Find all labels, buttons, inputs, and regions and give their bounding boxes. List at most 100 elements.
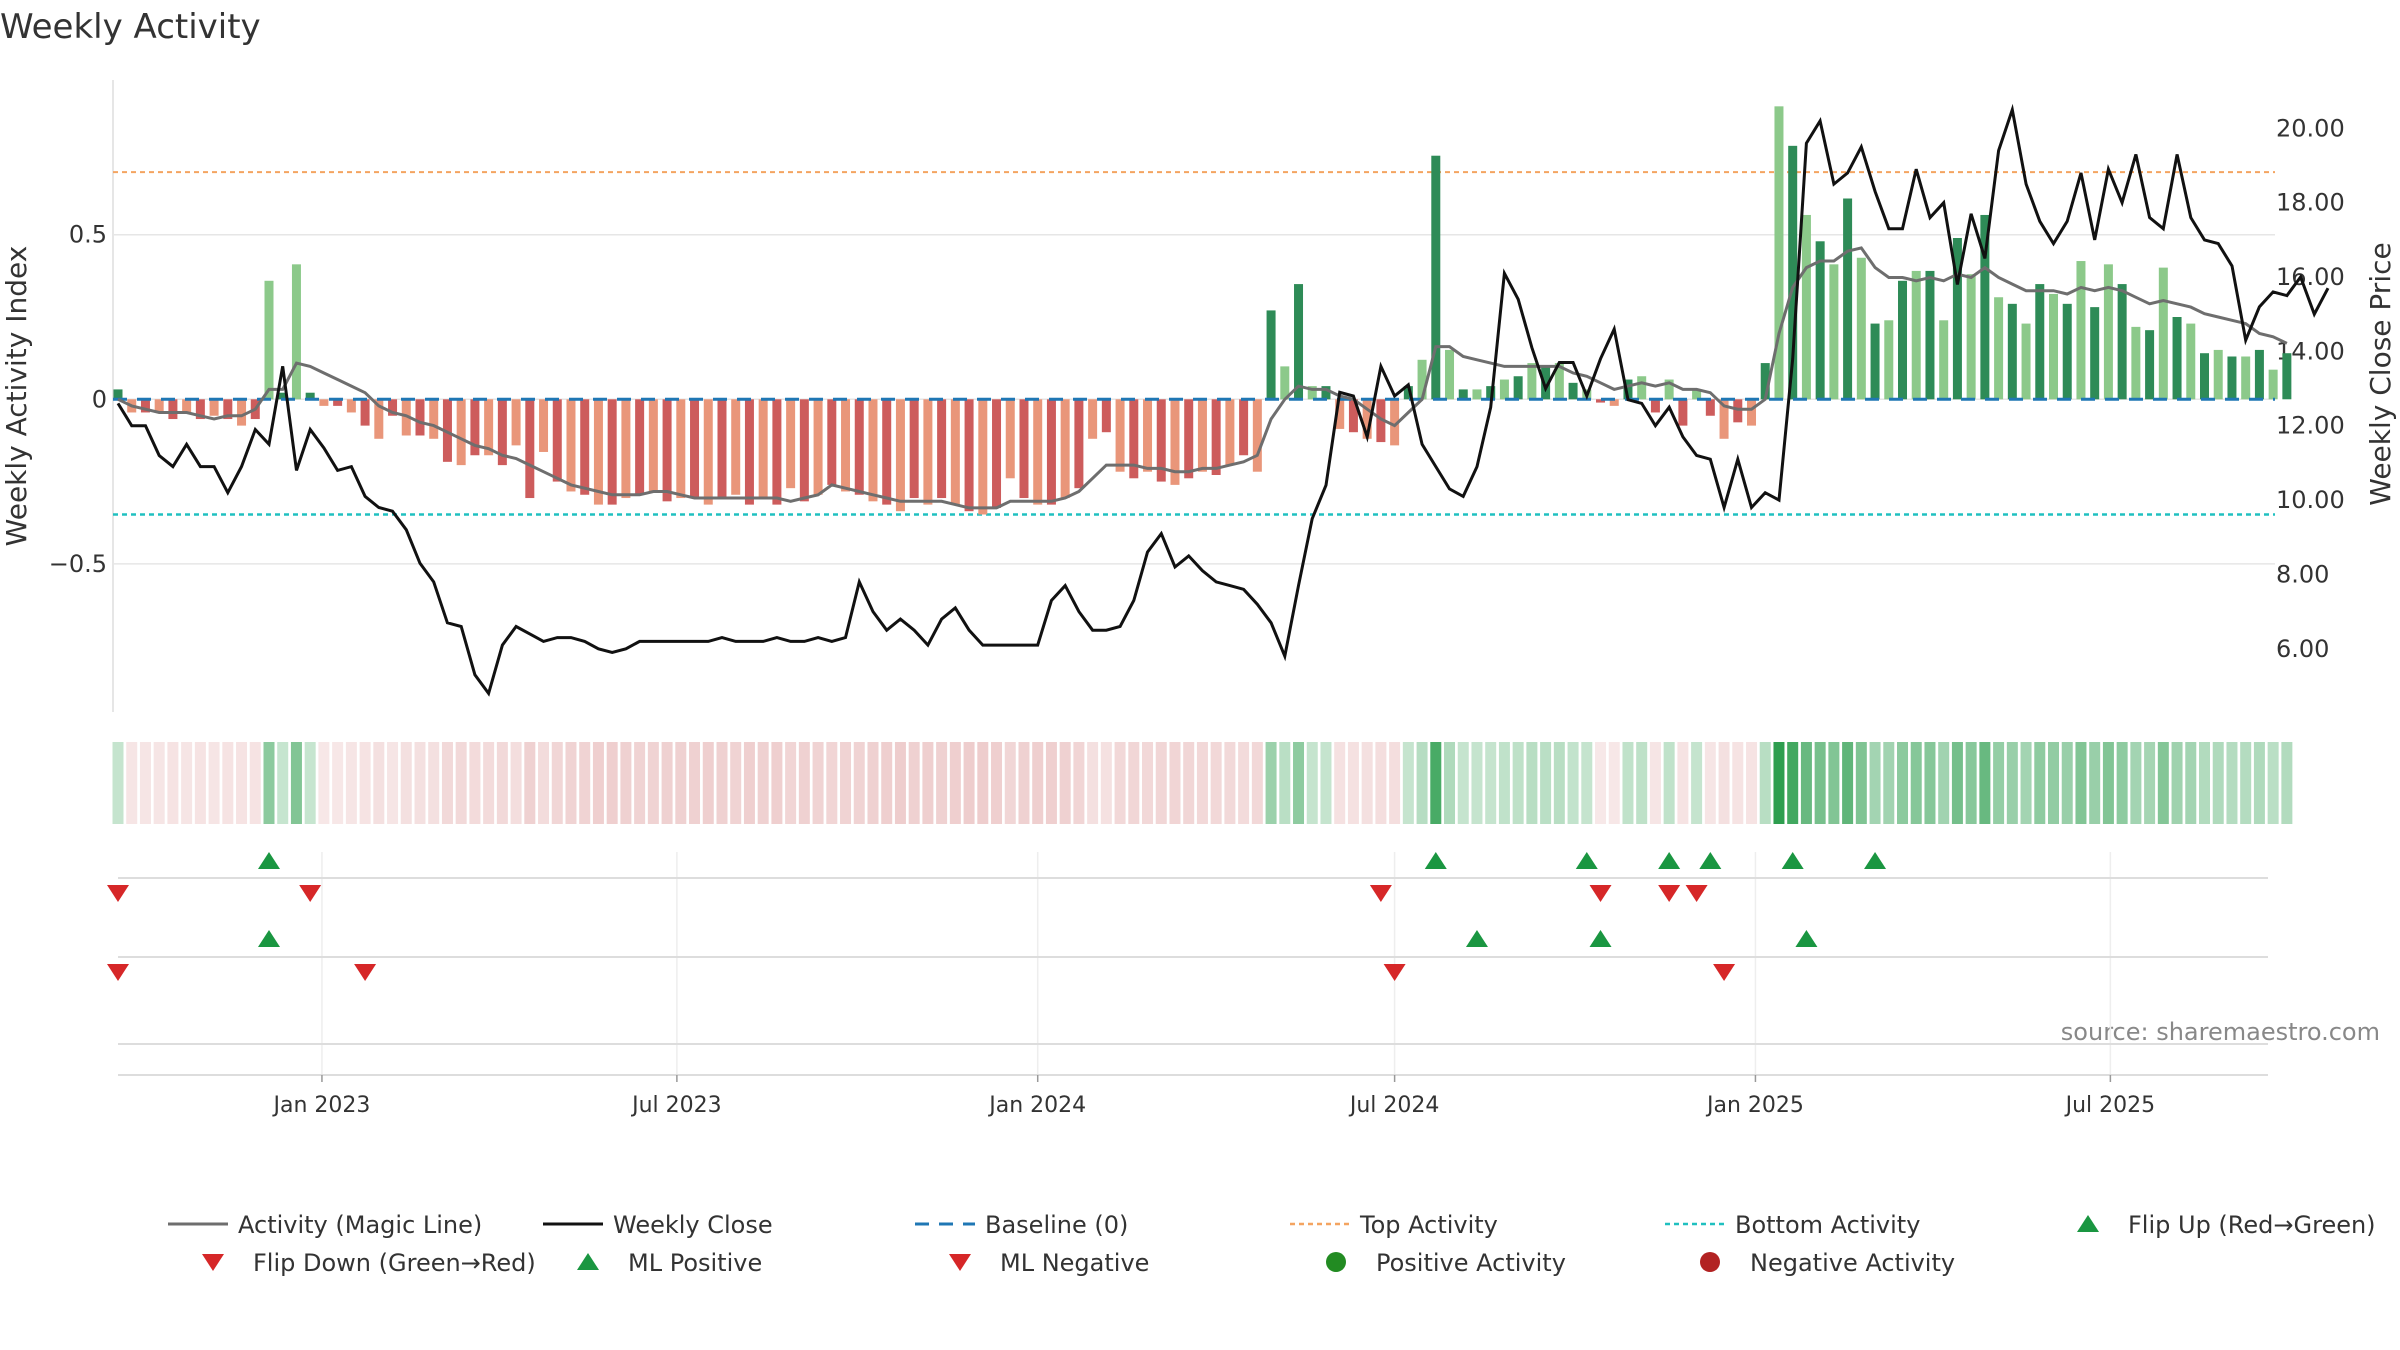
- activity-bar: [758, 399, 768, 499]
- legend-label: Flip Down (Green→Red): [253, 1249, 536, 1277]
- heat-strip-cell: [1567, 742, 1579, 824]
- left-axis-title: Weekly Activity Index: [0, 246, 33, 547]
- activity-bar: [2035, 284, 2045, 400]
- heat-strip-cell: [1416, 742, 1428, 824]
- heat-strip-cell: [1073, 742, 1085, 824]
- flip-up-marker: [1781, 852, 1804, 869]
- source-label: source: sharemaestro.com: [2061, 1018, 2380, 1046]
- heat-strip-cell: [1979, 742, 1991, 824]
- heat-strip-cell: [1787, 742, 1799, 824]
- heat-strip-cell: [743, 742, 755, 824]
- heat-strip-cell: [1814, 742, 1826, 824]
- activity-bar: [2049, 293, 2059, 400]
- activity-bar: [1499, 379, 1509, 400]
- activity-bar: [690, 399, 700, 499]
- activity-bar: [1994, 297, 2004, 400]
- heat-strip-cell: [2102, 742, 2114, 824]
- heat-strip-cell: [469, 742, 481, 824]
- activity-bar: [1939, 320, 1949, 400]
- heat-strip-cell: [1759, 742, 1771, 824]
- heat-strip-cell: [1498, 742, 1510, 824]
- heat-strip-cell: [881, 742, 893, 824]
- heat-strip-cell: [840, 742, 852, 824]
- heat-strip-cell: [2267, 742, 2279, 824]
- heat-strip-cell: [963, 742, 975, 824]
- activity-bar: [1788, 145, 1798, 400]
- heat-strip-cell: [441, 742, 453, 824]
- activity-bar: [2268, 369, 2278, 400]
- ml-negative-marker: [107, 964, 129, 981]
- legend-item: Baseline (0): [915, 1211, 1128, 1239]
- heat-strip-cell: [1224, 742, 1236, 824]
- heat-strip-cell: [1855, 742, 1867, 824]
- activity-bar: [799, 399, 809, 502]
- heat-strip-cell: [1677, 742, 1689, 824]
- activity-bar: [1060, 399, 1070, 499]
- heat-strip-cell: [2089, 742, 2101, 824]
- heat-strip-cell: [991, 742, 1003, 824]
- activity-bar: [2117, 284, 2127, 400]
- heat-strip-cell: [1087, 742, 1099, 824]
- heat-strip-cell: [1018, 742, 1030, 824]
- activity-bar: [1225, 399, 1235, 466]
- legend-item: Negative Activity: [1700, 1249, 1955, 1277]
- activity-bar: [1472, 389, 1482, 400]
- x-tick-label: Jan 2024: [987, 1093, 1086, 1118]
- heat-strip-cell: [1704, 742, 1716, 824]
- heat-strip-cell: [1375, 742, 1387, 824]
- heat-strip-cell: [1595, 742, 1607, 824]
- legend-label: Activity (Magic Line): [238, 1211, 482, 1239]
- ml-positive-marker: [1589, 930, 1612, 947]
- activity-bar: [539, 399, 549, 452]
- heat-strip-cell: [126, 742, 138, 824]
- activity-bar: [209, 399, 219, 416]
- heat-strip-cell: [908, 742, 920, 824]
- x-tick-label: Jul 2025: [2064, 1093, 2156, 1118]
- activity-bar: [1966, 274, 1976, 400]
- activity-bar: [2241, 356, 2251, 400]
- activity-bar: [552, 399, 562, 482]
- legend-item: ML Negative: [949, 1249, 1149, 1277]
- legend-label: Bottom Activity: [1735, 1211, 1920, 1239]
- activity-bar: [1348, 399, 1358, 433]
- flip-up-marker: [1699, 852, 1722, 869]
- activity-bar: [662, 399, 672, 502]
- heat-strip-cell: [2116, 742, 2128, 824]
- heat-strip-cell: [249, 742, 261, 824]
- heat-strip-cell: [798, 742, 810, 824]
- activity-bar: [1898, 280, 1908, 400]
- heat-strip-cell: [538, 742, 550, 824]
- right-y-tick-label: 8.00: [2276, 560, 2329, 588]
- activity-bar: [1870, 323, 1880, 400]
- heat-strip-cell: [1389, 742, 1401, 824]
- activity-bar: [786, 399, 796, 489]
- legend-label: Baseline (0): [985, 1211, 1128, 1239]
- activity-bar: [1952, 238, 1962, 400]
- activity-bar: [1321, 386, 1331, 400]
- activity-bar: [1719, 399, 1729, 439]
- activity-bar: [2076, 261, 2086, 400]
- legend-item: Flip Up (Red→Green): [2077, 1211, 2376, 1239]
- heat-strip-cell: [565, 742, 577, 824]
- heat-strip-cell: [1622, 742, 1634, 824]
- activity-bar: [1568, 382, 1578, 400]
- heat-strip-cell: [304, 742, 316, 824]
- heat-strip-cell: [867, 742, 879, 824]
- right-y-tick-label: 6.00: [2276, 635, 2329, 663]
- activity-bar: [1184, 399, 1194, 479]
- activity-bar: [1458, 389, 1468, 400]
- activity-bar: [607, 399, 617, 505]
- left-y-tick-label: 0: [92, 385, 107, 413]
- heat-strip-cell: [592, 742, 604, 824]
- activity-bar: [1843, 198, 1853, 400]
- activity-bar: [484, 399, 494, 456]
- activity-bar: [305, 392, 315, 400]
- legend-swatch-triangle-up: [2077, 1215, 2099, 1232]
- heat-strip-cell: [977, 742, 989, 824]
- heat-strip-cell: [1196, 742, 1208, 824]
- activity-bar: [937, 399, 947, 499]
- activity-bar: [168, 399, 178, 420]
- activity-bar: [2021, 323, 2031, 400]
- activity-bar: [1101, 399, 1111, 433]
- heat-strip-cell: [496, 742, 508, 824]
